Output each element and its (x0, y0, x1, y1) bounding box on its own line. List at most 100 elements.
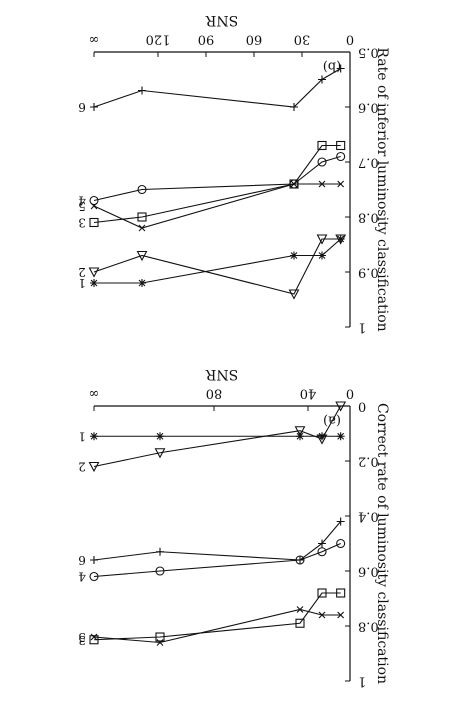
series-5-point (337, 611, 345, 619)
series-2-point (335, 234, 347, 245)
y-tick-label: 0.6 (358, 564, 379, 579)
series-4: 4 (78, 151, 346, 208)
series-6-point (296, 556, 304, 564)
series-3: 3 (78, 140, 346, 230)
x-tick-label: ∞ (89, 386, 100, 401)
series-5-point (318, 180, 326, 188)
series-end-label: 2 (78, 460, 86, 474)
series-end-label: 1 (78, 276, 86, 290)
series-end-label: 3 (78, 216, 86, 230)
series-1-point (90, 432, 98, 441)
panel-label: (b) (323, 59, 341, 74)
series-4-point (336, 151, 346, 162)
y-tick-label: 0.8 (358, 210, 379, 225)
series-2-point (316, 234, 328, 245)
x-tick-label: 120 (146, 32, 171, 47)
x-tick-label: ∞ (89, 32, 100, 47)
series-end-label: 3 (78, 633, 86, 647)
chart-panel-b: 0 30 60 90 120 ∞ 0.5 0.6 0.7 0.8 0.9 1 SNR Rate of in… (78, 12, 390, 335)
series-line (93, 405, 342, 468)
series-4: 4 (78, 538, 346, 584)
series-4-point (317, 547, 327, 557)
series-4-point (89, 195, 99, 206)
series-5-point (138, 224, 146, 232)
series-1-point (336, 235, 345, 243)
series-5-point (296, 606, 304, 613)
series-6-point (90, 556, 98, 564)
series-5-point (290, 180, 298, 188)
series-2: 2 (78, 401, 347, 474)
y-tick-label: 1 (358, 674, 366, 689)
series-6-point (90, 103, 98, 111)
series-end-label: 4 (78, 194, 86, 208)
y-axis-label: Correct rate of luminosity classificatio… (374, 403, 390, 684)
series-5-point (318, 611, 326, 619)
series-6-point (290, 103, 298, 111)
x-tick-label: 40 (300, 386, 317, 401)
series-line (93, 592, 341, 641)
series-2-point (88, 267, 100, 278)
series-4-point (137, 184, 147, 195)
series-line (93, 238, 341, 295)
series-6-point (336, 64, 345, 73)
series-2-point (288, 289, 300, 300)
series-4-point (336, 538, 346, 549)
series-2-point (335, 401, 347, 412)
series-4-point (317, 157, 327, 167)
x-tick-label: 80 (206, 386, 223, 401)
y-tick-label: 0.9 (358, 265, 379, 280)
series-2-point (154, 448, 166, 459)
x-tick-label: 60 (246, 32, 263, 47)
series-3-point (295, 618, 305, 628)
series-end-label: 5 (78, 630, 86, 644)
series-3-point (317, 140, 327, 151)
series-line (93, 183, 341, 229)
series-2-point (88, 461, 100, 473)
series-1: 1 (78, 235, 345, 290)
series-5: 5 (78, 180, 345, 232)
series-1-point (156, 432, 164, 441)
y-tick-label: 0.8 (358, 619, 379, 634)
series-3-point (89, 217, 99, 228)
series-4-point (89, 571, 99, 582)
y-tick-label: 1 (358, 320, 366, 335)
series-3-point (89, 635, 99, 645)
x-tick-label: 0 (346, 386, 354, 401)
y-tick-label: 0.5 (358, 45, 379, 60)
series-5-point (90, 202, 98, 210)
y-tick-label: 0.6 (358, 100, 379, 115)
series-6: 6 (78, 517, 345, 567)
series-line (94, 238, 342, 284)
series-end-label: 6 (78, 100, 86, 114)
series-5-point (337, 180, 345, 188)
series-2: 2 (78, 234, 347, 300)
y-tick-label: 0.7 (358, 155, 379, 170)
series-6-point (156, 547, 164, 556)
series-end-label: 6 (78, 553, 86, 567)
series-6-point (318, 75, 326, 84)
series-1-point (290, 251, 298, 260)
series-5-point (90, 633, 98, 641)
series-1-point (318, 432, 326, 441)
x-tick-label: 0 (346, 32, 354, 47)
series-3-point (336, 588, 346, 598)
y-tick-label: 0 (358, 399, 366, 414)
series-6-point (138, 86, 146, 95)
series-2-point (316, 434, 328, 445)
series-6: 6 (78, 64, 345, 114)
series-5-point (156, 639, 164, 646)
series-1: 1 (78, 429, 345, 443)
series-2-point (294, 426, 306, 437)
x-axis-label: SNR (205, 366, 238, 382)
series-5: 5 (78, 606, 345, 646)
y-tick-label: 0.2 (358, 454, 379, 469)
y-axis-label: Rate of inferior luminosity classificati… (374, 47, 390, 331)
series-end-label: 1 (78, 429, 86, 443)
series-line (93, 155, 341, 202)
series-end-label: 4 (78, 570, 86, 584)
series-1-point (336, 432, 345, 441)
series-1-point (318, 251, 326, 260)
series-1-point (138, 279, 146, 287)
y-tick-label: 0.4 (358, 509, 379, 524)
